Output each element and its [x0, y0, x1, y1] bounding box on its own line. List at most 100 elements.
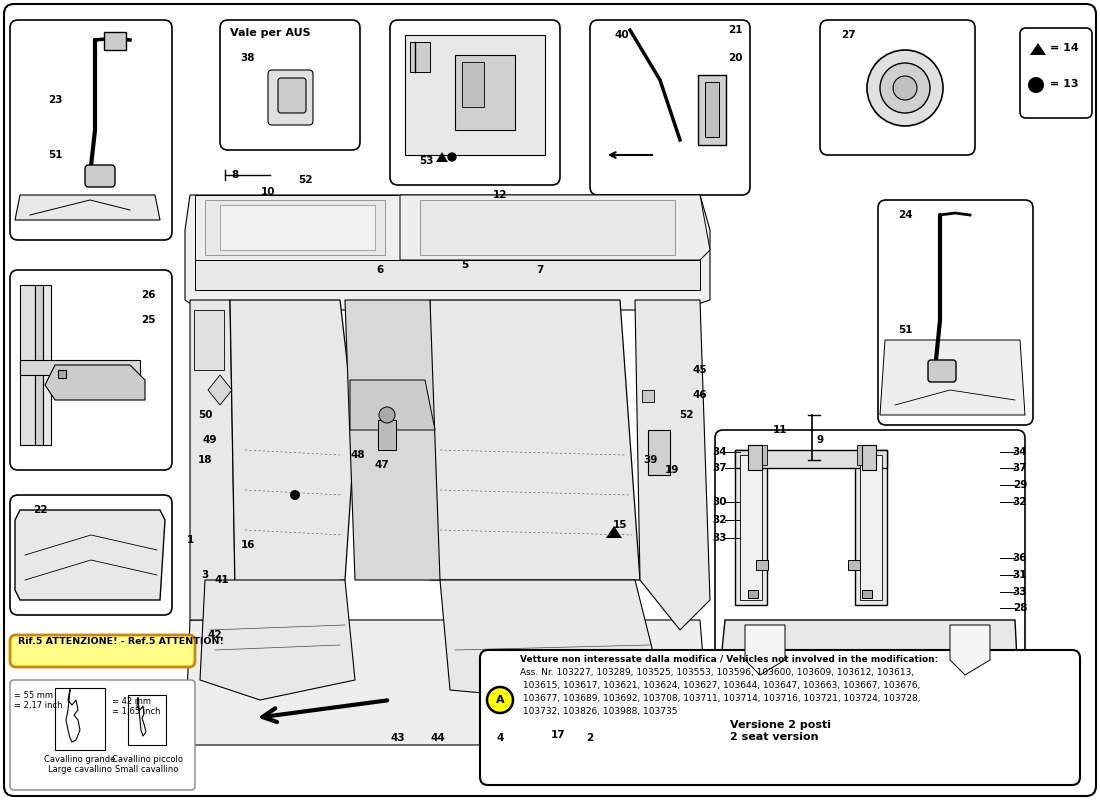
Text: Rif.5 ATTENZIONE! - Ref.5 ATTENTION!: Rif.5 ATTENZIONE! - Ref.5 ATTENTION!	[18, 637, 224, 646]
Text: 6: 6	[376, 265, 384, 275]
Text: 20: 20	[728, 53, 743, 63]
Bar	[462, 62, 484, 107]
Text: 5: 5	[461, 260, 469, 270]
Polygon shape	[745, 625, 785, 675]
Polygon shape	[15, 510, 165, 600]
FancyBboxPatch shape	[928, 360, 956, 382]
Text: Cavallino grande
Large cavallino: Cavallino grande Large cavallino	[44, 755, 116, 774]
Text: 52: 52	[298, 175, 312, 185]
Bar	[748, 590, 758, 598]
Text: 8: 8	[231, 170, 239, 180]
Bar	[862, 445, 876, 470]
Polygon shape	[722, 620, 1018, 710]
Bar	[862, 590, 872, 598]
Text: 33: 33	[713, 533, 727, 543]
FancyBboxPatch shape	[480, 650, 1080, 785]
Text: 44: 44	[430, 733, 446, 743]
Bar	[735, 450, 767, 605]
Polygon shape	[1030, 43, 1046, 55]
FancyBboxPatch shape	[715, 430, 1025, 740]
Text: A: A	[496, 695, 504, 705]
Text: 3: 3	[201, 570, 209, 580]
Polygon shape	[185, 195, 710, 310]
Text: 41: 41	[214, 575, 229, 585]
Bar	[698, 75, 726, 145]
FancyBboxPatch shape	[10, 680, 195, 790]
Text: 22: 22	[33, 505, 47, 515]
Polygon shape	[190, 300, 235, 620]
Text: 32: 32	[1013, 497, 1027, 507]
Text: Vetture non interessate dalla modifica / Vehicles not involved in the modificati: Vetture non interessate dalla modifica /…	[520, 654, 938, 663]
Polygon shape	[230, 300, 355, 590]
Text: 33: 33	[1013, 587, 1027, 597]
Polygon shape	[430, 300, 640, 580]
Text: 31: 31	[1013, 570, 1027, 580]
Text: 15: 15	[613, 520, 627, 530]
Circle shape	[448, 153, 456, 161]
FancyBboxPatch shape	[85, 165, 116, 187]
Polygon shape	[185, 620, 710, 745]
Text: 47: 47	[375, 460, 389, 470]
Text: 28: 28	[1013, 603, 1027, 613]
Text: 7: 7	[537, 265, 543, 275]
Text: 32: 32	[713, 515, 727, 525]
Text: 103677, 103689, 103692, 103708, 103711, 103714, 103716, 103721, 103724, 103728,: 103677, 103689, 103692, 103708, 103711, …	[520, 694, 921, 703]
Bar	[20, 360, 140, 375]
Bar	[642, 390, 654, 402]
Text: 27: 27	[840, 30, 856, 40]
Text: 10: 10	[261, 187, 275, 197]
Text: 4: 4	[496, 733, 504, 743]
FancyBboxPatch shape	[268, 70, 313, 125]
Text: 18: 18	[198, 455, 212, 465]
Text: 12: 12	[493, 190, 507, 200]
Text: 30: 30	[713, 497, 727, 507]
Text: passionedatarichiesite: passionedatarichiesite	[388, 334, 712, 506]
FancyBboxPatch shape	[878, 200, 1033, 425]
Bar	[128, 695, 166, 745]
Bar	[220, 205, 375, 250]
Text: 39: 39	[642, 455, 657, 465]
Polygon shape	[345, 300, 440, 580]
Polygon shape	[400, 195, 710, 260]
Text: 11: 11	[772, 425, 788, 435]
Bar	[58, 370, 66, 378]
Polygon shape	[350, 380, 434, 430]
Text: 45: 45	[693, 365, 707, 375]
Text: = 14: = 14	[1050, 43, 1079, 53]
FancyBboxPatch shape	[820, 20, 975, 155]
Polygon shape	[950, 625, 990, 675]
Circle shape	[867, 50, 943, 126]
FancyBboxPatch shape	[10, 270, 172, 470]
Text: 9: 9	[816, 435, 824, 445]
Polygon shape	[436, 152, 448, 162]
FancyBboxPatch shape	[10, 495, 172, 615]
Bar	[420, 200, 675, 255]
Text: 16: 16	[241, 540, 255, 550]
Bar	[104, 32, 126, 50]
Text: 34: 34	[1013, 447, 1027, 457]
Text: Ass. Nr. 103227, 103289, 103525, 103553, 103596, 103600, 103609, 103612, 103613,: Ass. Nr. 103227, 103289, 103525, 103553,…	[520, 668, 914, 677]
Text: 1: 1	[186, 535, 194, 545]
Bar	[748, 445, 762, 470]
Text: 46: 46	[693, 390, 707, 400]
FancyBboxPatch shape	[10, 20, 172, 240]
FancyBboxPatch shape	[220, 20, 360, 150]
Polygon shape	[635, 300, 710, 630]
Text: 25: 25	[141, 315, 155, 325]
Bar	[455, 55, 515, 130]
Text: 23: 23	[47, 95, 63, 105]
Polygon shape	[45, 365, 145, 400]
FancyBboxPatch shape	[590, 20, 750, 195]
Text: 29: 29	[1013, 480, 1027, 490]
Text: 52: 52	[679, 410, 693, 420]
Text: 48: 48	[351, 450, 365, 460]
Bar	[194, 310, 224, 370]
Bar	[860, 455, 882, 600]
Polygon shape	[880, 340, 1025, 415]
Bar	[20, 285, 35, 445]
Text: 38: 38	[241, 53, 255, 63]
FancyBboxPatch shape	[1020, 28, 1092, 118]
Circle shape	[893, 76, 917, 100]
Bar	[756, 560, 768, 570]
Bar	[35, 285, 43, 445]
